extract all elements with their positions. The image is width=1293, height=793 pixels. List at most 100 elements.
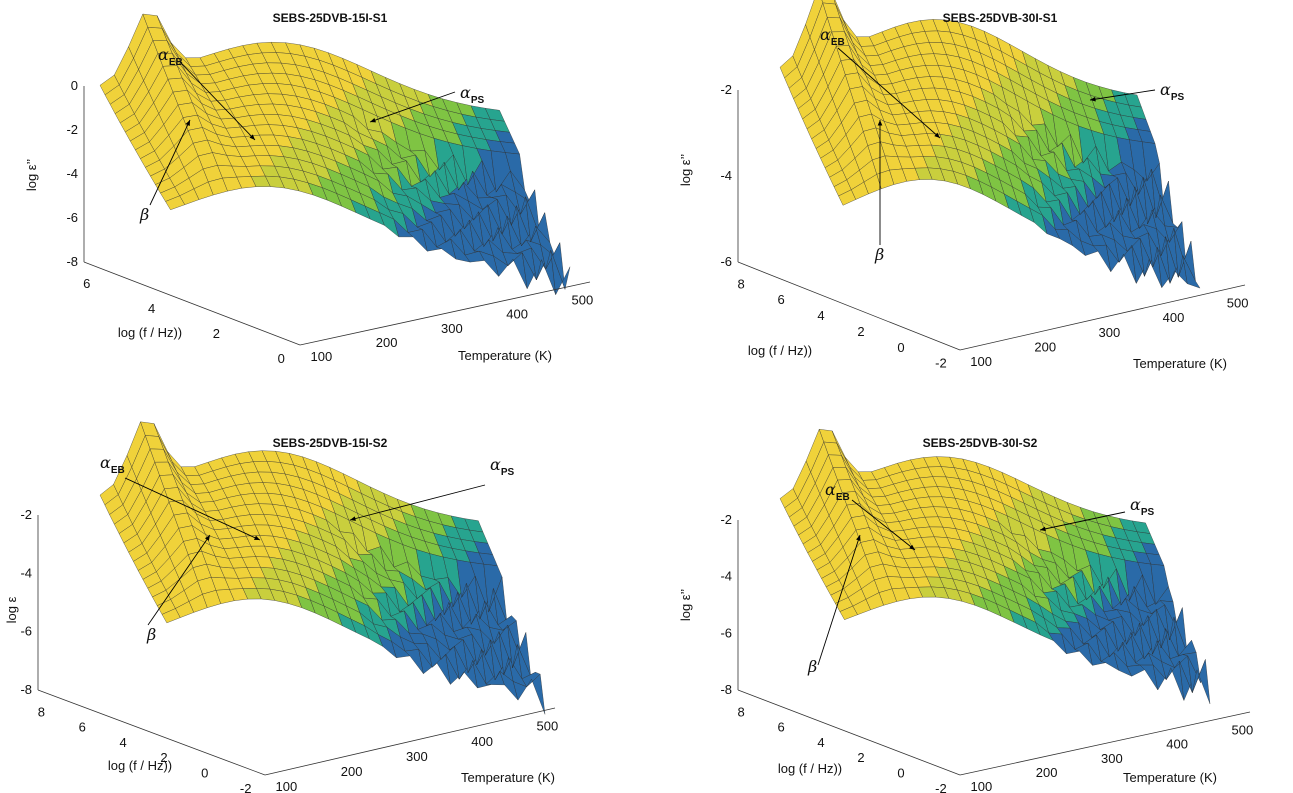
- annotation-label: β: [874, 245, 884, 264]
- surface-facet: [1182, 255, 1201, 289]
- annotation-arrowhead: [856, 535, 861, 541]
- surface-plot-3: SEBS-25DVB-15I-S2 -2 -4 -6 -8 log ε -2 0 2 4 6 8 log…: [4, 421, 559, 793]
- plot-title: SEBS-25DVB-30I-S1: [943, 11, 1058, 25]
- x-tick-label: 300: [441, 321, 463, 336]
- z-tick-label: -4: [20, 565, 32, 580]
- annotation-label: αEB: [820, 25, 845, 48]
- annotation-label: αPS: [460, 83, 484, 106]
- surface-mesh: [779, 428, 1211, 704]
- annotation-arrow: [349, 484, 486, 521]
- annotation-arrow: [851, 499, 916, 551]
- z-tick-label: -6: [66, 210, 78, 225]
- y-tick-label: 6: [79, 720, 86, 735]
- x-tick-label: 500: [572, 293, 594, 308]
- annotation-arrowhead: [249, 134, 255, 140]
- z-tick-label: -8: [720, 682, 732, 697]
- annotation-arrowhead: [370, 117, 376, 123]
- x-axis-line: [959, 711, 1251, 776]
- annotation-arrow: [179, 61, 256, 141]
- annotation-arrowhead: [909, 544, 915, 550]
- annotation-label: αPS: [1130, 495, 1154, 518]
- annotation-arrowhead: [1040, 526, 1046, 532]
- annotation-arrow: [837, 47, 941, 139]
- annotation-arrowhead: [254, 535, 260, 540]
- surface-facet: [550, 250, 571, 296]
- z-tick-label: -2: [720, 512, 732, 527]
- y-axis-line: [737, 261, 961, 351]
- z-tick-label: 0: [71, 78, 78, 93]
- z-tick-label: -2: [66, 122, 78, 137]
- x-axis-label: Temperature (K): [461, 770, 555, 785]
- x-axis-line: [264, 707, 556, 776]
- plot-title: SEBS-25DVB-30I-S2: [923, 436, 1038, 450]
- surface-mesh: [99, 13, 571, 296]
- z-tick-label: -8: [66, 254, 78, 269]
- y-tick-label: 8: [737, 704, 744, 719]
- annotation-arrow: [147, 534, 211, 626]
- y-tick-label: 6: [777, 720, 784, 735]
- z-tick-label: -6: [720, 625, 732, 640]
- surface-facet: [526, 673, 546, 715]
- x-tick-label: 500: [537, 719, 559, 734]
- y-tick-label: 6: [777, 292, 784, 307]
- annotation-label: αEB: [825, 480, 850, 503]
- y-axis-line: [37, 689, 266, 776]
- annotation-arrow: [817, 534, 861, 666]
- annotation-label: αPS: [1160, 80, 1184, 103]
- y-tick-label: 2: [857, 750, 864, 765]
- surface-mesh: [779, 0, 1201, 289]
- x-tick-label: 400: [506, 307, 528, 322]
- annotation-arrowhead: [185, 120, 190, 126]
- x-tick-label: 300: [1101, 751, 1123, 766]
- x-axis-label: Temperature (K): [1123, 770, 1217, 785]
- x-tick-label: 400: [1166, 737, 1188, 752]
- x-tick-label: 400: [471, 734, 493, 749]
- y-axis-line: [737, 689, 961, 776]
- x-axis-label: Temperature (K): [1133, 356, 1227, 371]
- z-axis-label: log ε: [4, 596, 19, 623]
- x-tick-label: 300: [406, 749, 428, 764]
- annotation-arrowhead: [877, 120, 883, 126]
- x-axis-label: Temperature (K): [458, 348, 552, 363]
- z-tick-label: -2: [720, 82, 732, 97]
- x-tick-label: 100: [970, 354, 992, 369]
- annotation-label: β: [146, 625, 156, 644]
- annotation-arrow: [369, 91, 456, 123]
- x-axis-line: [959, 284, 1246, 351]
- x-tick-label: 400: [1163, 310, 1185, 325]
- plot-title: SEBS-25DVB-15I-S2: [273, 436, 388, 450]
- y-tick-label: 8: [737, 276, 744, 291]
- annotation-arrow: [124, 477, 261, 541]
- x-tick-label: 100: [311, 349, 333, 364]
- annotation-label: αPS: [490, 455, 514, 478]
- y-tick-label: 4: [817, 735, 824, 750]
- surface-plot-1: SEBS-25DVB-15I-S1 0 -2 -4 -6 -8 log ε’’ 0 2 4 6 log…: [24, 11, 593, 366]
- x-tick-label: 200: [1036, 765, 1058, 780]
- annotation-label: β: [139, 205, 149, 224]
- y-tick-label: 4: [817, 308, 824, 323]
- surface-plot-4: SEBS-25DVB-30I-S2 -2 -4 -6 -8 log ε’’ -2 0 2 4 6 8 l…: [678, 428, 1254, 793]
- z-tick-label: -4: [720, 168, 732, 183]
- annotation-label: αEB: [100, 453, 125, 476]
- x-tick-label: 500: [1232, 723, 1254, 738]
- y-tick-label: 0: [278, 351, 285, 366]
- x-tick-label: 200: [376, 335, 398, 350]
- surface-plot-2: SEBS-25DVB-30I-S1 -2 -4 -6 log ε’’ -2 0 2 4 6 8 log…: [678, 0, 1248, 371]
- surface-mesh: [99, 421, 546, 715]
- y-tick-label: 2: [213, 326, 220, 341]
- z-tick-label: -2: [20, 507, 32, 522]
- z-tick-label: -4: [720, 569, 732, 584]
- x-axis-line: [299, 281, 591, 346]
- y-tick-label: -2: [935, 781, 947, 793]
- x-tick-label: 100: [276, 779, 298, 793]
- annotation-arrow: [1039, 511, 1126, 531]
- y-tick-label: 6: [83, 276, 90, 291]
- plot-title: SEBS-25DVB-15I-S1: [273, 11, 388, 25]
- annotation-arrow: [1089, 89, 1156, 101]
- annotation-label: αEB: [158, 45, 183, 68]
- z-tick-label: -6: [20, 624, 32, 639]
- y-tick-label: 2: [160, 750, 167, 765]
- y-tick-label: 4: [148, 301, 155, 316]
- y-tick-label: 0: [201, 765, 208, 780]
- annotation-label: β: [807, 657, 817, 676]
